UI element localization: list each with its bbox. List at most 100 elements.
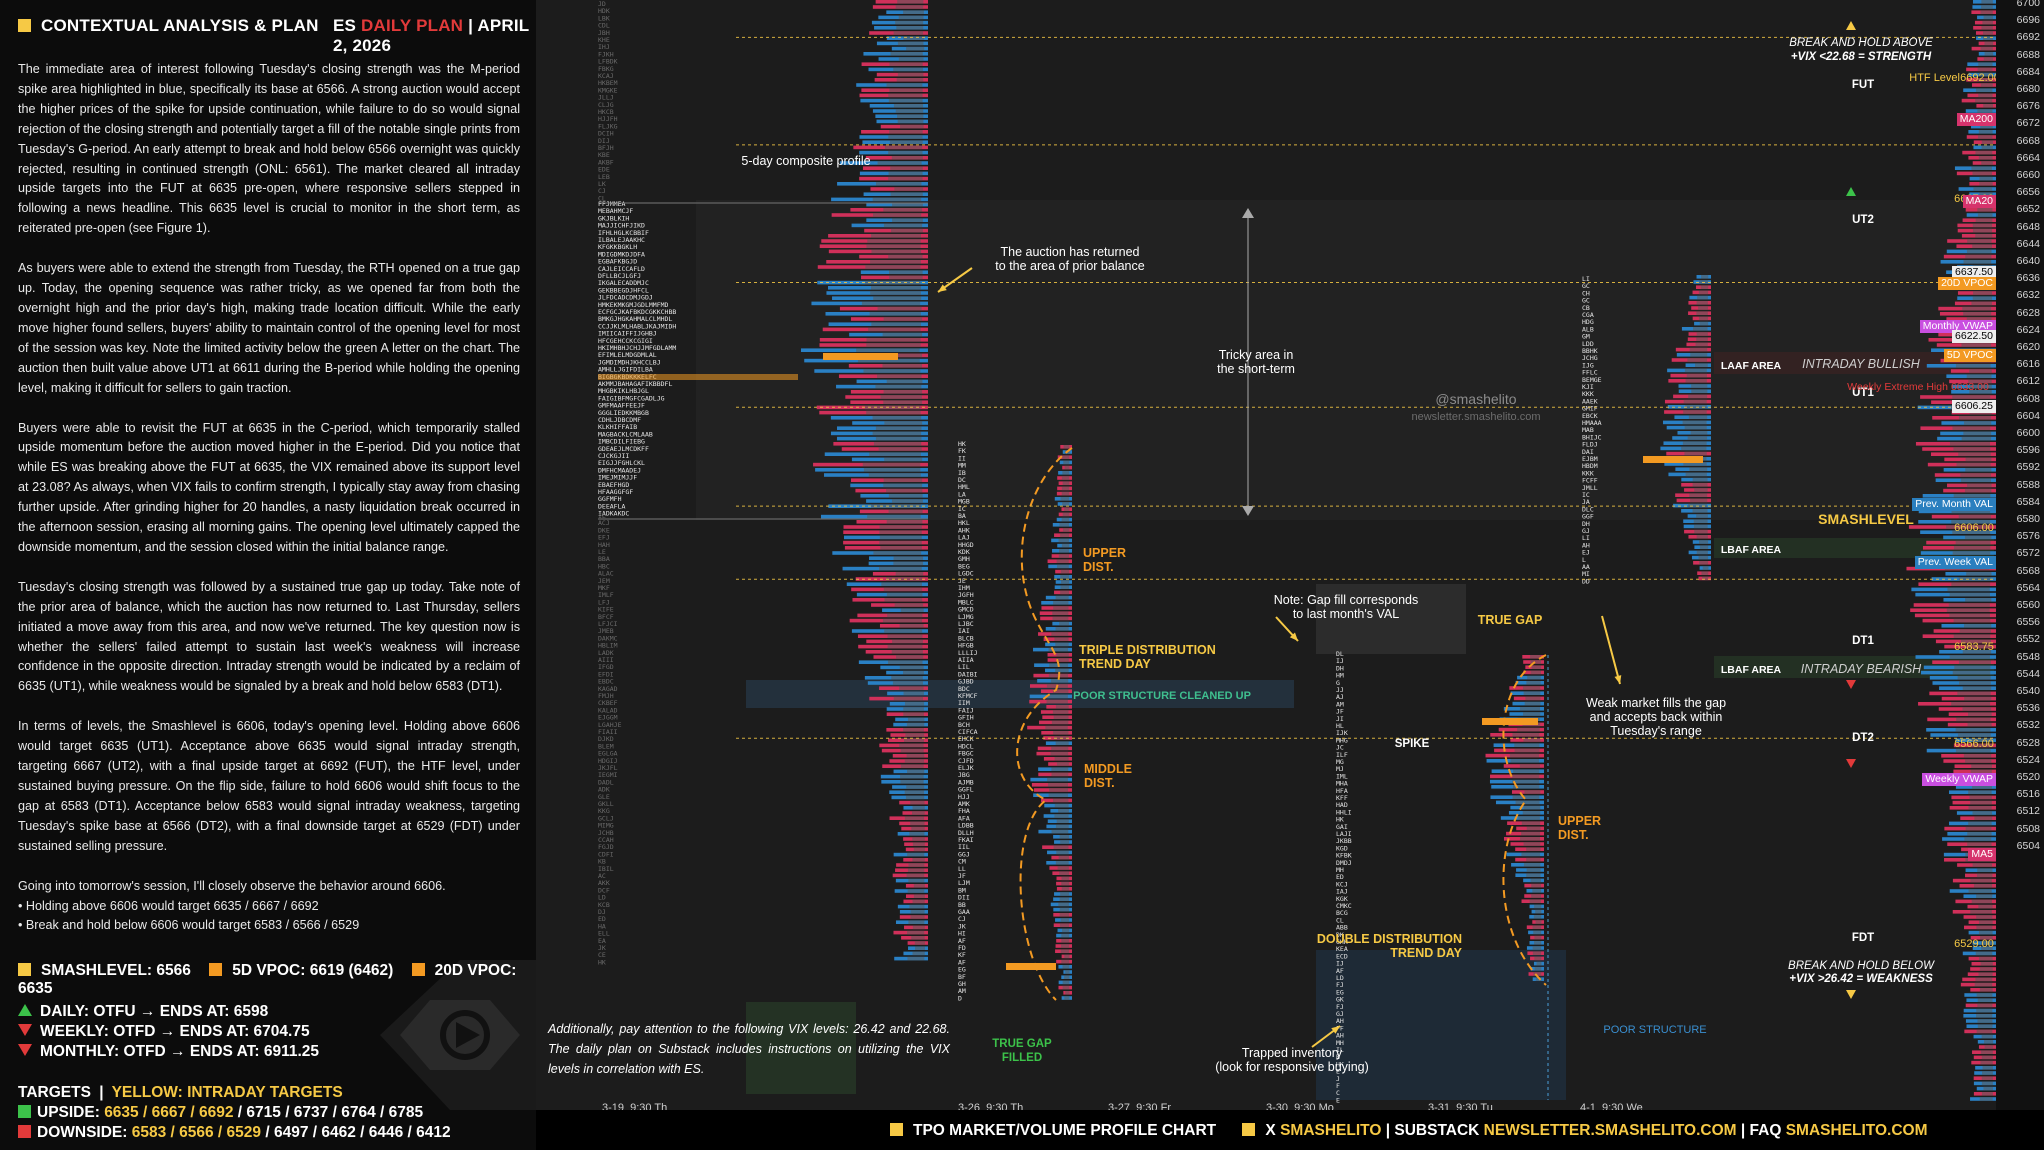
volume-bar-shadow — [1962, 686, 1992, 690]
tpo-letters: MG — [1336, 758, 1344, 766]
volume-bar-shadow — [1054, 803, 1069, 808]
volume-bar-shadow — [1955, 540, 1991, 545]
volume-bar-shadow — [1065, 970, 1070, 974]
tpo-letters: ABB — [1336, 924, 1348, 932]
volume-bar-shadow — [1952, 426, 1991, 430]
volume-bar-shadow — [1054, 757, 1069, 761]
volume-bar-shadow — [1971, 764, 1992, 768]
distribution-curve-1 — [1016, 447, 1073, 1001]
price-badge: Weekly VWAP — [1922, 773, 1996, 787]
tpo-letters: AKMMJBAHAGAFIKBBDFL — [598, 380, 672, 388]
profile-3-26-letters: HKFKIIMMIBDCHMLLAMGBICBAHKLAHKLAJHHGDKDK… — [958, 440, 978, 1002]
volume-bar-shadow — [1051, 746, 1069, 751]
volume-bar-shadow — [861, 301, 921, 306]
volume-bar-shadow — [1534, 956, 1542, 961]
volume-bar-shadow — [1977, 78, 1993, 82]
volume-bar-shadow — [1972, 863, 1993, 867]
volume-bar-shadow — [1054, 637, 1069, 641]
footer-faq-link[interactable]: SMASHELITO.COM — [1785, 1122, 1928, 1139]
volume-bar-shadow — [1512, 785, 1540, 789]
tpo-letters: EFDI — [598, 670, 614, 678]
volume-bar-shadow — [1975, 951, 1993, 956]
volume-bar-shadow — [1964, 624, 1992, 628]
volume-bar-shadow — [1051, 772, 1069, 777]
tpo-letters: LFJCI — [598, 620, 618, 628]
volume-bar-shadow — [1979, 176, 1993, 181]
volume-bar-shadow — [1970, 743, 1992, 748]
plan-word: DAILY PLAN — [361, 16, 464, 35]
tpo-letters: HJJ — [958, 793, 970, 801]
down-triangle-icon — [18, 1044, 32, 1056]
volume-bar-shadow — [1979, 967, 1993, 971]
footer-x-link[interactable]: SMASHELITO — [1280, 1122, 1382, 1139]
tpo-letters: MAGBACKLCMLAAB — [598, 430, 653, 438]
volume-bar-shadow — [1522, 811, 1541, 815]
volume-bar-shadow — [1951, 702, 1991, 706]
tpo-letters: CCJJKLMLHABLJKAJMIDH — [598, 322, 676, 330]
tpo-letters: HDK — [598, 7, 610, 15]
volume-bar-shadow — [1522, 712, 1541, 716]
volume-bar-shadow — [1519, 707, 1540, 711]
footer-substack-link[interactable]: NEWSLETTER.SMASHELITO.COM — [1483, 1122, 1737, 1139]
price-badge: 5D VPOC — [1943, 348, 1996, 362]
tpo-letters: AM — [958, 987, 966, 995]
tpo-letters: CE — [598, 951, 606, 959]
tpo-letters: EDE — [598, 166, 610, 174]
volume-bar-shadow — [896, 78, 924, 82]
tpo-letters: KCB — [598, 901, 610, 909]
volume-bar-shadow — [1977, 998, 1993, 1002]
volume-bar-shadow — [1058, 538, 1069, 543]
tpo-letters: HDGIJ — [598, 757, 618, 765]
tpo-letters: JGFH — [958, 591, 974, 599]
tpo-letters: MGB — [958, 498, 970, 506]
tpo-letters: HL — [1336, 722, 1344, 730]
volume-bar-shadow — [1521, 852, 1541, 857]
volume-bar-shadow — [1059, 549, 1070, 553]
price-tick: 6596 — [2016, 444, 2040, 457]
composite-vpoc-bar — [823, 353, 898, 360]
volume-bar-shadow — [1526, 681, 1541, 685]
tpo-letters: KLKHIFFAIB — [598, 423, 637, 431]
volume-bar-shadow — [1974, 816, 1993, 820]
tpo-letters: MH — [1336, 1039, 1344, 1047]
tpo-letters: HM — [1336, 672, 1344, 680]
volume-bar-shadow — [875, 384, 922, 389]
composite-volume-profile — [800, 0, 928, 961]
volume-bar-shadow — [1523, 863, 1541, 867]
volume-bar-shadow — [1965, 457, 1992, 462]
tpo-letters: IKGALECADDMJC — [598, 279, 649, 287]
volume-bar-shadow — [1971, 166, 1992, 170]
tpo-letters: GMCD — [958, 606, 974, 614]
footer-sep: | — [1385, 1122, 1391, 1139]
volume-bar-shadow — [900, 608, 924, 612]
price-tick: 6540 — [2016, 685, 2040, 697]
volume-bar-shadow — [1975, 98, 1993, 103]
volume-bar-shadow — [1949, 442, 1991, 446]
volume-bar-shadow — [1975, 218, 1993, 222]
volume-bar-shadow — [1946, 525, 1990, 529]
volume-bar-shadow — [903, 691, 924, 696]
volume-bar-shadow — [1682, 441, 1707, 445]
tpo-chart[interactable]: JD HDK LBK CDL JBH KHE IHJ FJKH LFBDK FBKG KCAJ HKB… — [536, 0, 2044, 1114]
arrow-weak-fill-head — [1614, 675, 1622, 684]
tpo-letters: MBLC — [958, 598, 974, 606]
volume-bar-shadow — [1956, 462, 1991, 467]
volume-bar-shadow — [1060, 918, 1070, 922]
price-tick: 6700 — [2016, 0, 2040, 9]
tpo-letters: GEKBBEGDJHFCL — [598, 286, 649, 294]
tpo-letters: MI — [1582, 570, 1590, 578]
tpo-letters: KDK — [958, 548, 970, 556]
tpo-letters: HFCGEHCCKCGIGI — [598, 337, 653, 345]
volume-bar-shadow — [1061, 476, 1070, 480]
volume-bar-shadow — [883, 400, 923, 404]
volume-bar-shadow — [884, 145, 923, 150]
tpo-letters: GAI — [1336, 823, 1348, 831]
price-tick: 6640 — [2016, 255, 2040, 267]
volume-bar-shadow — [879, 566, 922, 571]
paragraph-5: In terms of levels, the Smashlevel is 66… — [18, 719, 520, 853]
volume-bar-shadow — [882, 332, 923, 337]
volume-bar-shadow — [1058, 554, 1069, 558]
volume-bar-shadow — [888, 171, 923, 176]
volume-bar-shadow — [890, 228, 923, 233]
price-tick: 6592 — [2016, 461, 2040, 474]
